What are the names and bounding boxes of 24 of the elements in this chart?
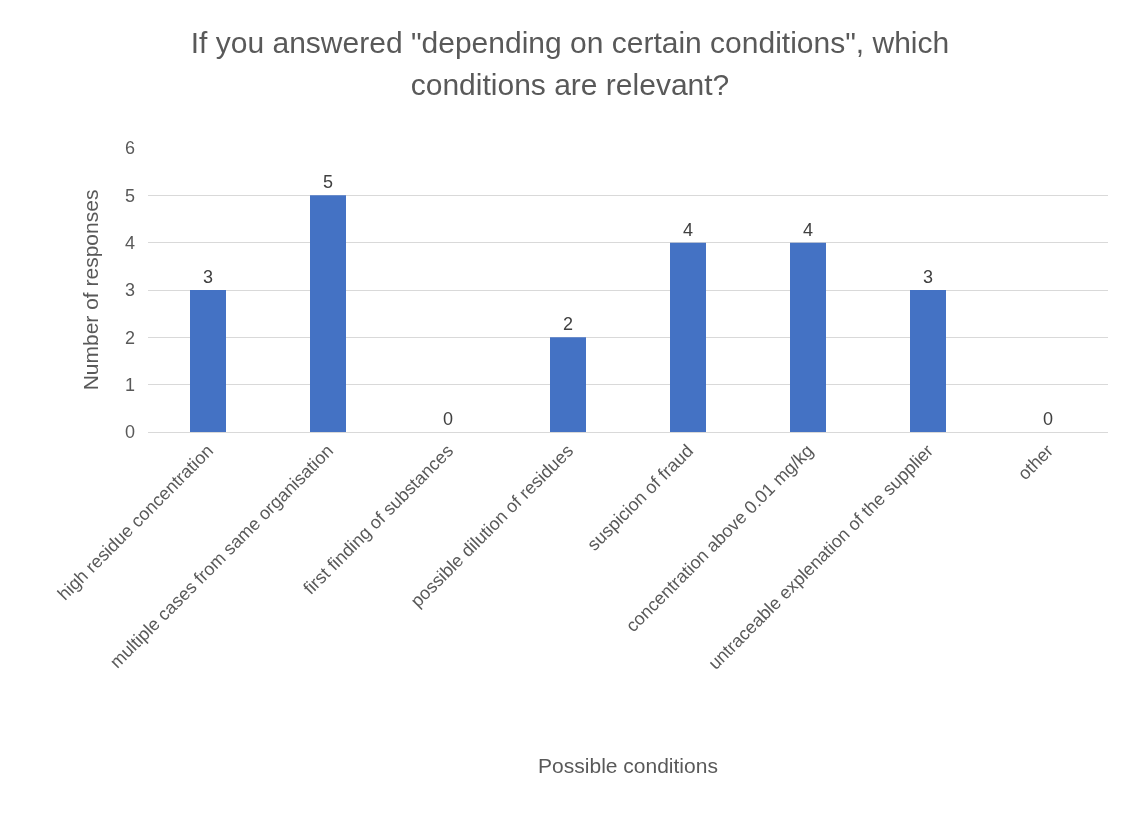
- y-tick-label: 0: [124, 422, 135, 443]
- bar: [910, 290, 946, 432]
- y-tick-label: 6: [124, 138, 135, 159]
- bar: [790, 242, 826, 432]
- y-tick-label: 4: [124, 232, 135, 253]
- x-axis-title: Possible conditions: [538, 753, 718, 777]
- data-label: 3: [202, 267, 214, 287]
- data-label: 4: [682, 219, 694, 240]
- data-label: 0: [1042, 409, 1054, 429]
- data-label: 0: [442, 409, 454, 429]
- y-tick-label: 2: [124, 327, 135, 348]
- y-tick-label: 3: [124, 280, 135, 301]
- bar: [550, 337, 586, 432]
- bar: [310, 195, 346, 432]
- data-label: 5: [322, 172, 334, 193]
- y-axis-title: Number of responses: [79, 189, 103, 391]
- data-label: 4: [802, 219, 814, 240]
- data-label: 3: [922, 267, 934, 287]
- y-tick-label: 1: [124, 374, 135, 395]
- chart-title: If you answered "depending on certain conditions", which conditions are relevant?: [189, 25, 951, 103]
- data-label: 2: [562, 314, 574, 335]
- bar: [190, 290, 226, 432]
- y-tick-label: 5: [124, 185, 135, 206]
- bar: [670, 242, 706, 432]
